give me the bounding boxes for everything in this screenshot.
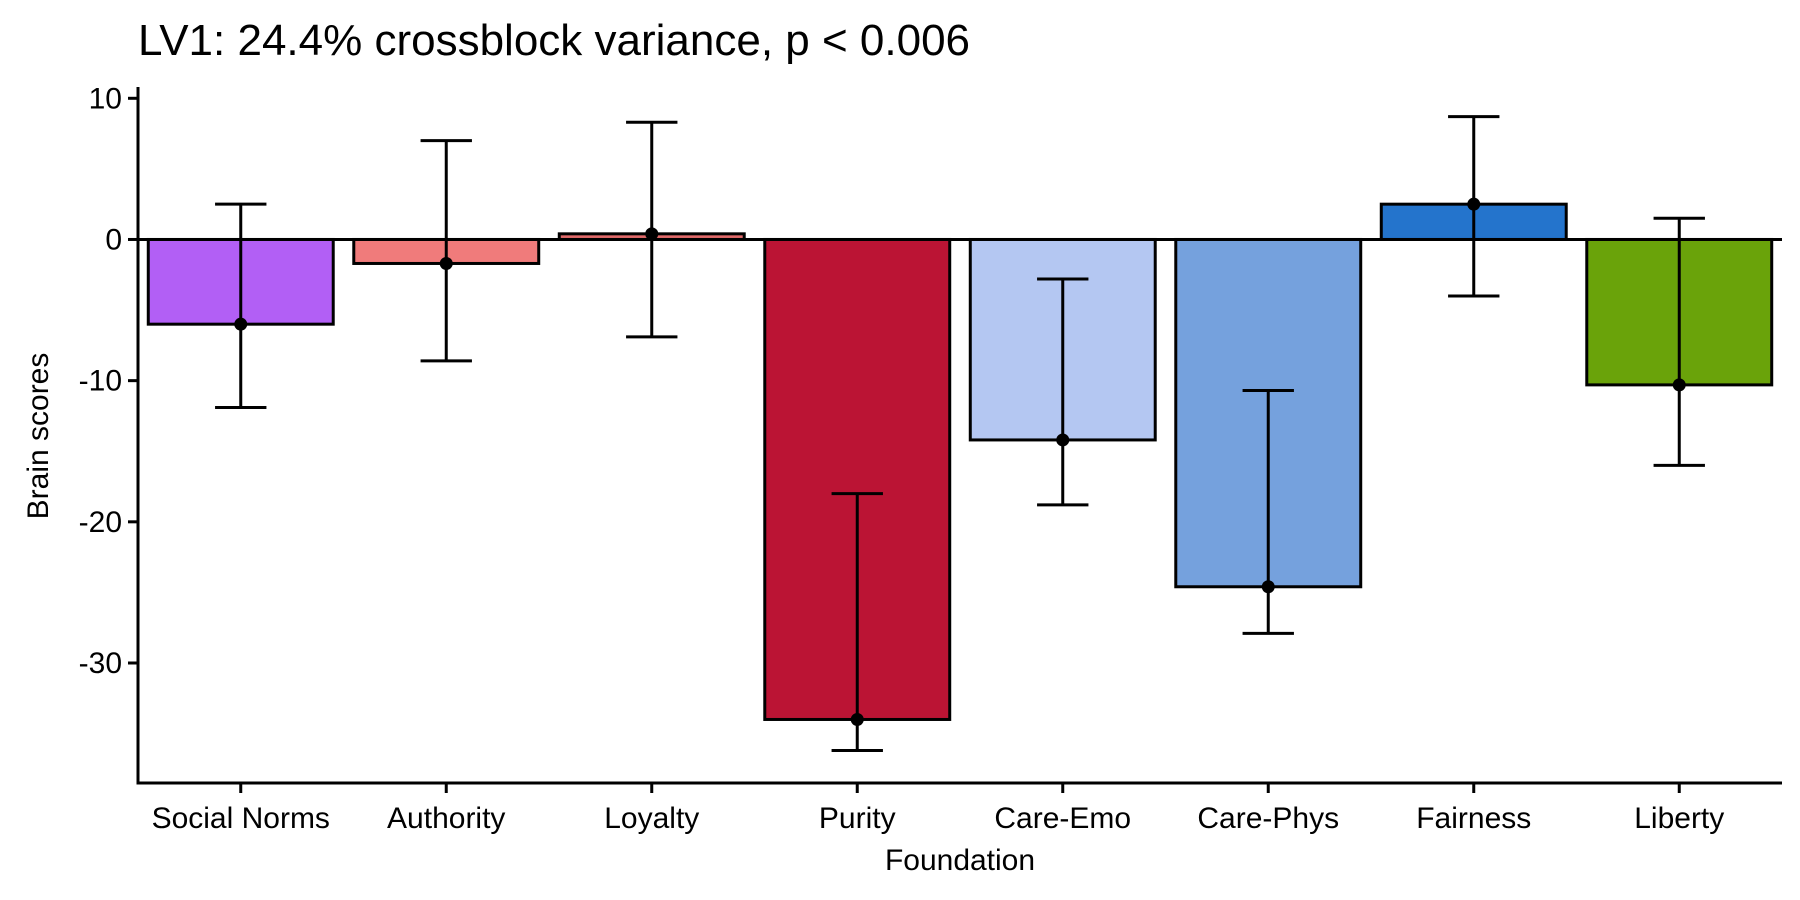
y-tick-label: -30: [79, 647, 122, 680]
x-tick-label: Purity: [819, 802, 896, 835]
mean-point: [1672, 378, 1686, 392]
bars-group: [146, 202, 1774, 721]
mean-point: [234, 317, 248, 331]
error-bar-care-emo: [1037, 277, 1089, 507]
y-tick-label: 0: [105, 223, 122, 256]
x-tick-label: Liberty: [1634, 802, 1724, 835]
error-bar-care-phys: [1242, 389, 1294, 635]
error-bars-group: [215, 115, 1705, 753]
x-tick-label: Authority: [387, 802, 505, 835]
y-tick-label: -20: [79, 506, 122, 539]
x-tick-label: Care-Emo: [994, 802, 1131, 835]
y-axis-title: Brain scores: [22, 353, 55, 520]
mean-point: [1056, 433, 1070, 447]
x-tick-label: Loyalty: [604, 802, 699, 835]
mean-point: [1467, 197, 1481, 211]
error-bar-liberty: [1653, 216, 1705, 467]
error-bar-purity: [831, 492, 883, 753]
mean-point: [645, 227, 659, 241]
mean-point: [1261, 580, 1275, 594]
mean-point: [439, 256, 453, 270]
mean-point: [850, 712, 864, 726]
x-axis-title: Foundation: [885, 844, 1035, 877]
x-tick-label: Fairness: [1416, 802, 1531, 835]
y-tick-label: 10: [89, 82, 122, 115]
axes-group: Social Norms Authority Loyalty Purity Care-E…: [79, 82, 1782, 835]
error-bar-loyalty: [626, 120, 678, 339]
error-bar-fairness: [1448, 115, 1500, 298]
x-tick-label: Social Norms: [152, 802, 330, 835]
x-tick-label: Care-Phys: [1197, 802, 1339, 835]
y-tick-label: -10: [79, 365, 122, 398]
error-bar-authority: [420, 139, 472, 363]
chart-title: LV1: 24.4% crossblock variance, p < 0.00…: [138, 16, 970, 65]
